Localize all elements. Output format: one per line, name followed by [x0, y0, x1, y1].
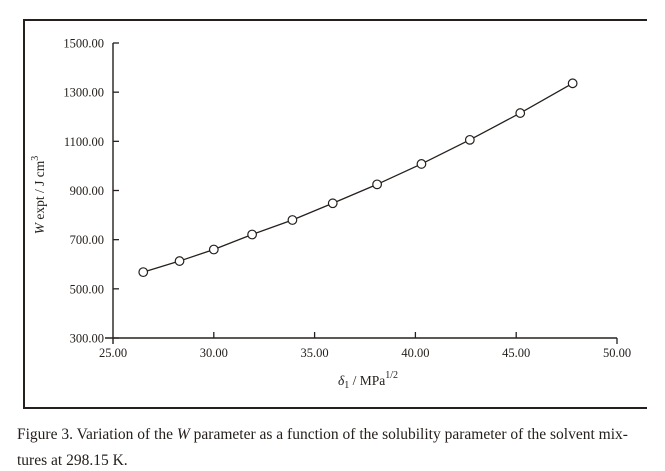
data-point-marker	[567, 78, 578, 89]
x-tick-label: 30.00	[200, 346, 228, 360]
x-tick-label: 50.00	[603, 346, 631, 360]
data-point-marker	[247, 229, 258, 240]
y-tick-label: 1500.00	[63, 37, 104, 51]
data-point-marker	[515, 108, 526, 118]
chart-svg: 300.00 500.00 700.00 900.00 1100.00 1300.00 15…	[30, 37, 631, 392]
y-axis-title: W expt / J cm3	[30, 156, 47, 235]
caption-text: Figure 3. Variation of the	[17, 426, 177, 443]
data-point-marker	[327, 198, 338, 209]
y-tick-label: 700.00	[70, 233, 104, 247]
data-line	[143, 82, 573, 273]
figure-caption: Figure 3. Variation of the W parameter a…	[17, 422, 657, 471]
data-point-marker	[174, 256, 185, 266]
x-tick-label: 25.00	[99, 346, 127, 360]
caption-text-cont: parameter as a function of the solubilit…	[189, 426, 628, 443]
x-tick-label: 40.00	[401, 346, 429, 360]
data-point-marker	[464, 134, 475, 145]
x-axis-title: δ1 / MPa1/2	[338, 370, 398, 391]
x-tick-label: 35.00	[301, 346, 329, 360]
data-point-marker	[138, 267, 149, 278]
data-point-marker	[208, 244, 219, 255]
y-tick-label: 1300.00	[63, 86, 104, 100]
data-point-marker	[416, 159, 427, 169]
data-point-marker	[287, 215, 298, 225]
y-tick-label: 900.00	[70, 184, 104, 198]
chart-axes: 300.00 500.00 700.00 900.00 1100.00 1300.00 15…	[63, 37, 631, 361]
data-point-marker	[372, 179, 382, 190]
y-tick-label: 1100.00	[64, 135, 104, 149]
figure-plot-box: 300.00 500.00 700.00 900.00 1100.00 1300.00 15…	[23, 19, 647, 409]
x-tick-label: 45.00	[502, 346, 530, 360]
chart-series	[138, 78, 578, 278]
y-tick-label: 500.00	[70, 282, 104, 296]
caption-line1: Figure 3. Variation of the W parameter a…	[17, 426, 628, 443]
y-tick-label: 300.00	[70, 332, 104, 346]
caption-line2: tures at 298.15 K.	[17, 452, 128, 469]
caption-w-symbol: W	[176, 426, 190, 443]
